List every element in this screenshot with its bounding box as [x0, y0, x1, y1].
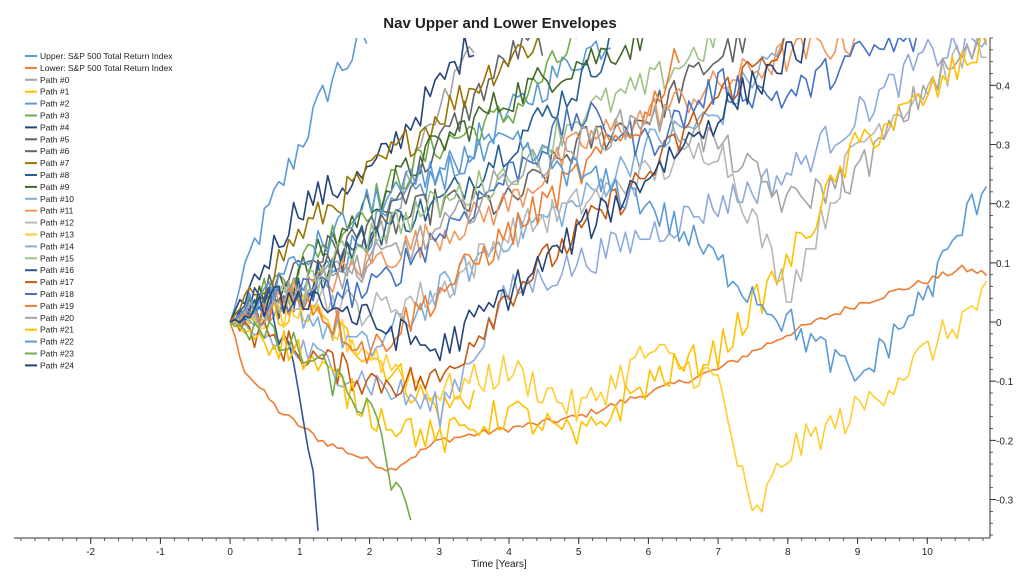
- legend-entry: Path #16: [40, 265, 74, 275]
- series-line-13: [229, 38, 856, 323]
- series-line-9: [229, 38, 540, 323]
- y-tick-label: 0.4: [996, 81, 1010, 92]
- y-tick-label: -0.3: [996, 496, 1014, 507]
- legend-entry: Path #4: [40, 122, 70, 132]
- series-line-20: [229, 38, 918, 323]
- x-tick-label: 3: [436, 547, 442, 558]
- series-line-10: [229, 38, 610, 323]
- legend-entry: Path #20: [40, 313, 74, 323]
- x-tick-label: 9: [855, 547, 861, 558]
- legend-entry: Path #22: [40, 337, 74, 347]
- legend-entry: Path #12: [40, 218, 74, 228]
- series-line-16: [230, 38, 988, 428]
- x-tick-label: 0: [227, 547, 233, 558]
- x-tick-label: -1: [156, 547, 165, 558]
- y-axis: -0.3 -0.2 -0.1 0 0.1 0.2 0.3 0.4: [989, 37, 1014, 538]
- x-tick-label: 2: [367, 547, 373, 558]
- legend-entry: Upper: S&P 500 Total Return Index: [40, 51, 173, 61]
- legend-entry: Lower: S&P 500 Total Return Index: [40, 63, 173, 73]
- chart-title: Nav Upper and Lower Envelopes: [383, 15, 616, 32]
- series-line-6: [229, 38, 475, 323]
- x-tick-label: 10: [922, 547, 934, 558]
- legend-entry: Path #24: [40, 360, 74, 370]
- series-line-12: [229, 38, 785, 357]
- series-line-26: [229, 38, 806, 362]
- series-line-11: [229, 38, 644, 323]
- y-tick-label: 0.2: [996, 200, 1010, 211]
- series-line-5: [229, 38, 577, 323]
- legend-entry: Path #21: [40, 325, 74, 335]
- legend-entry: Path #2: [40, 99, 70, 109]
- series-line-21: [229, 48, 680, 364]
- y-tick-label: -0.2: [996, 436, 1014, 447]
- series-line-18: [229, 286, 319, 531]
- legend-entry: Path #15: [40, 253, 74, 263]
- legend-entry: Path #19: [40, 301, 74, 311]
- x-tick-label: 5: [576, 547, 582, 558]
- series-line-4: [229, 40, 612, 326]
- y-tick-label: 0.3: [996, 141, 1010, 152]
- legend-entry: Path #5: [40, 134, 70, 144]
- series-line-1: [229, 264, 988, 472]
- legend-entry: Path #7: [40, 158, 70, 168]
- series-line-8: [229, 38, 747, 323]
- legend-entry: Path #0: [40, 75, 70, 85]
- legend-entry: Path #10: [40, 194, 74, 204]
- series-line-17: [229, 38, 716, 325]
- y-tick-label: 0.1: [996, 259, 1010, 270]
- legend-entry: Path #14: [40, 241, 74, 251]
- x-axis-label: Time [Years]: [471, 559, 527, 570]
- legend-entry: Path #18: [40, 289, 74, 299]
- series-line-24: [229, 130, 988, 382]
- legend-entry: Path #13: [40, 230, 74, 240]
- legend-entry: Path #17: [40, 277, 74, 287]
- series-line-0: [229, 38, 368, 323]
- legend-entry: Path #3: [40, 111, 70, 121]
- x-tick-label: 6: [646, 547, 652, 558]
- series-line-25: [229, 320, 412, 521]
- x-tick-label: 7: [715, 547, 721, 558]
- legend-entry: Path #9: [40, 182, 70, 192]
- legend-entry: Path #6: [40, 146, 70, 156]
- y-tick-label: 0: [996, 318, 1002, 329]
- legend-entry: Path #23: [40, 349, 74, 359]
- x-tick-label: 8: [785, 547, 791, 558]
- x-tick-label: -2: [86, 547, 95, 558]
- plot-area: [229, 38, 988, 531]
- x-tick-label: 1: [297, 547, 303, 558]
- legend-entry: Path #11: [40, 206, 74, 216]
- x-axis: -2 -1 0 1 2 3 4 5 6 7 8 9 10: [14, 537, 990, 558]
- series-line-15: [229, 280, 988, 513]
- series-line-22: [230, 38, 988, 328]
- x-tick-label: 4: [506, 547, 512, 558]
- legend-entry: Path #1: [40, 87, 70, 97]
- legend: Upper: S&P 500 Total Return Index Lower: …: [25, 51, 173, 370]
- legend-entry: Path #8: [40, 170, 70, 180]
- y-tick-label: -0.1: [996, 377, 1014, 388]
